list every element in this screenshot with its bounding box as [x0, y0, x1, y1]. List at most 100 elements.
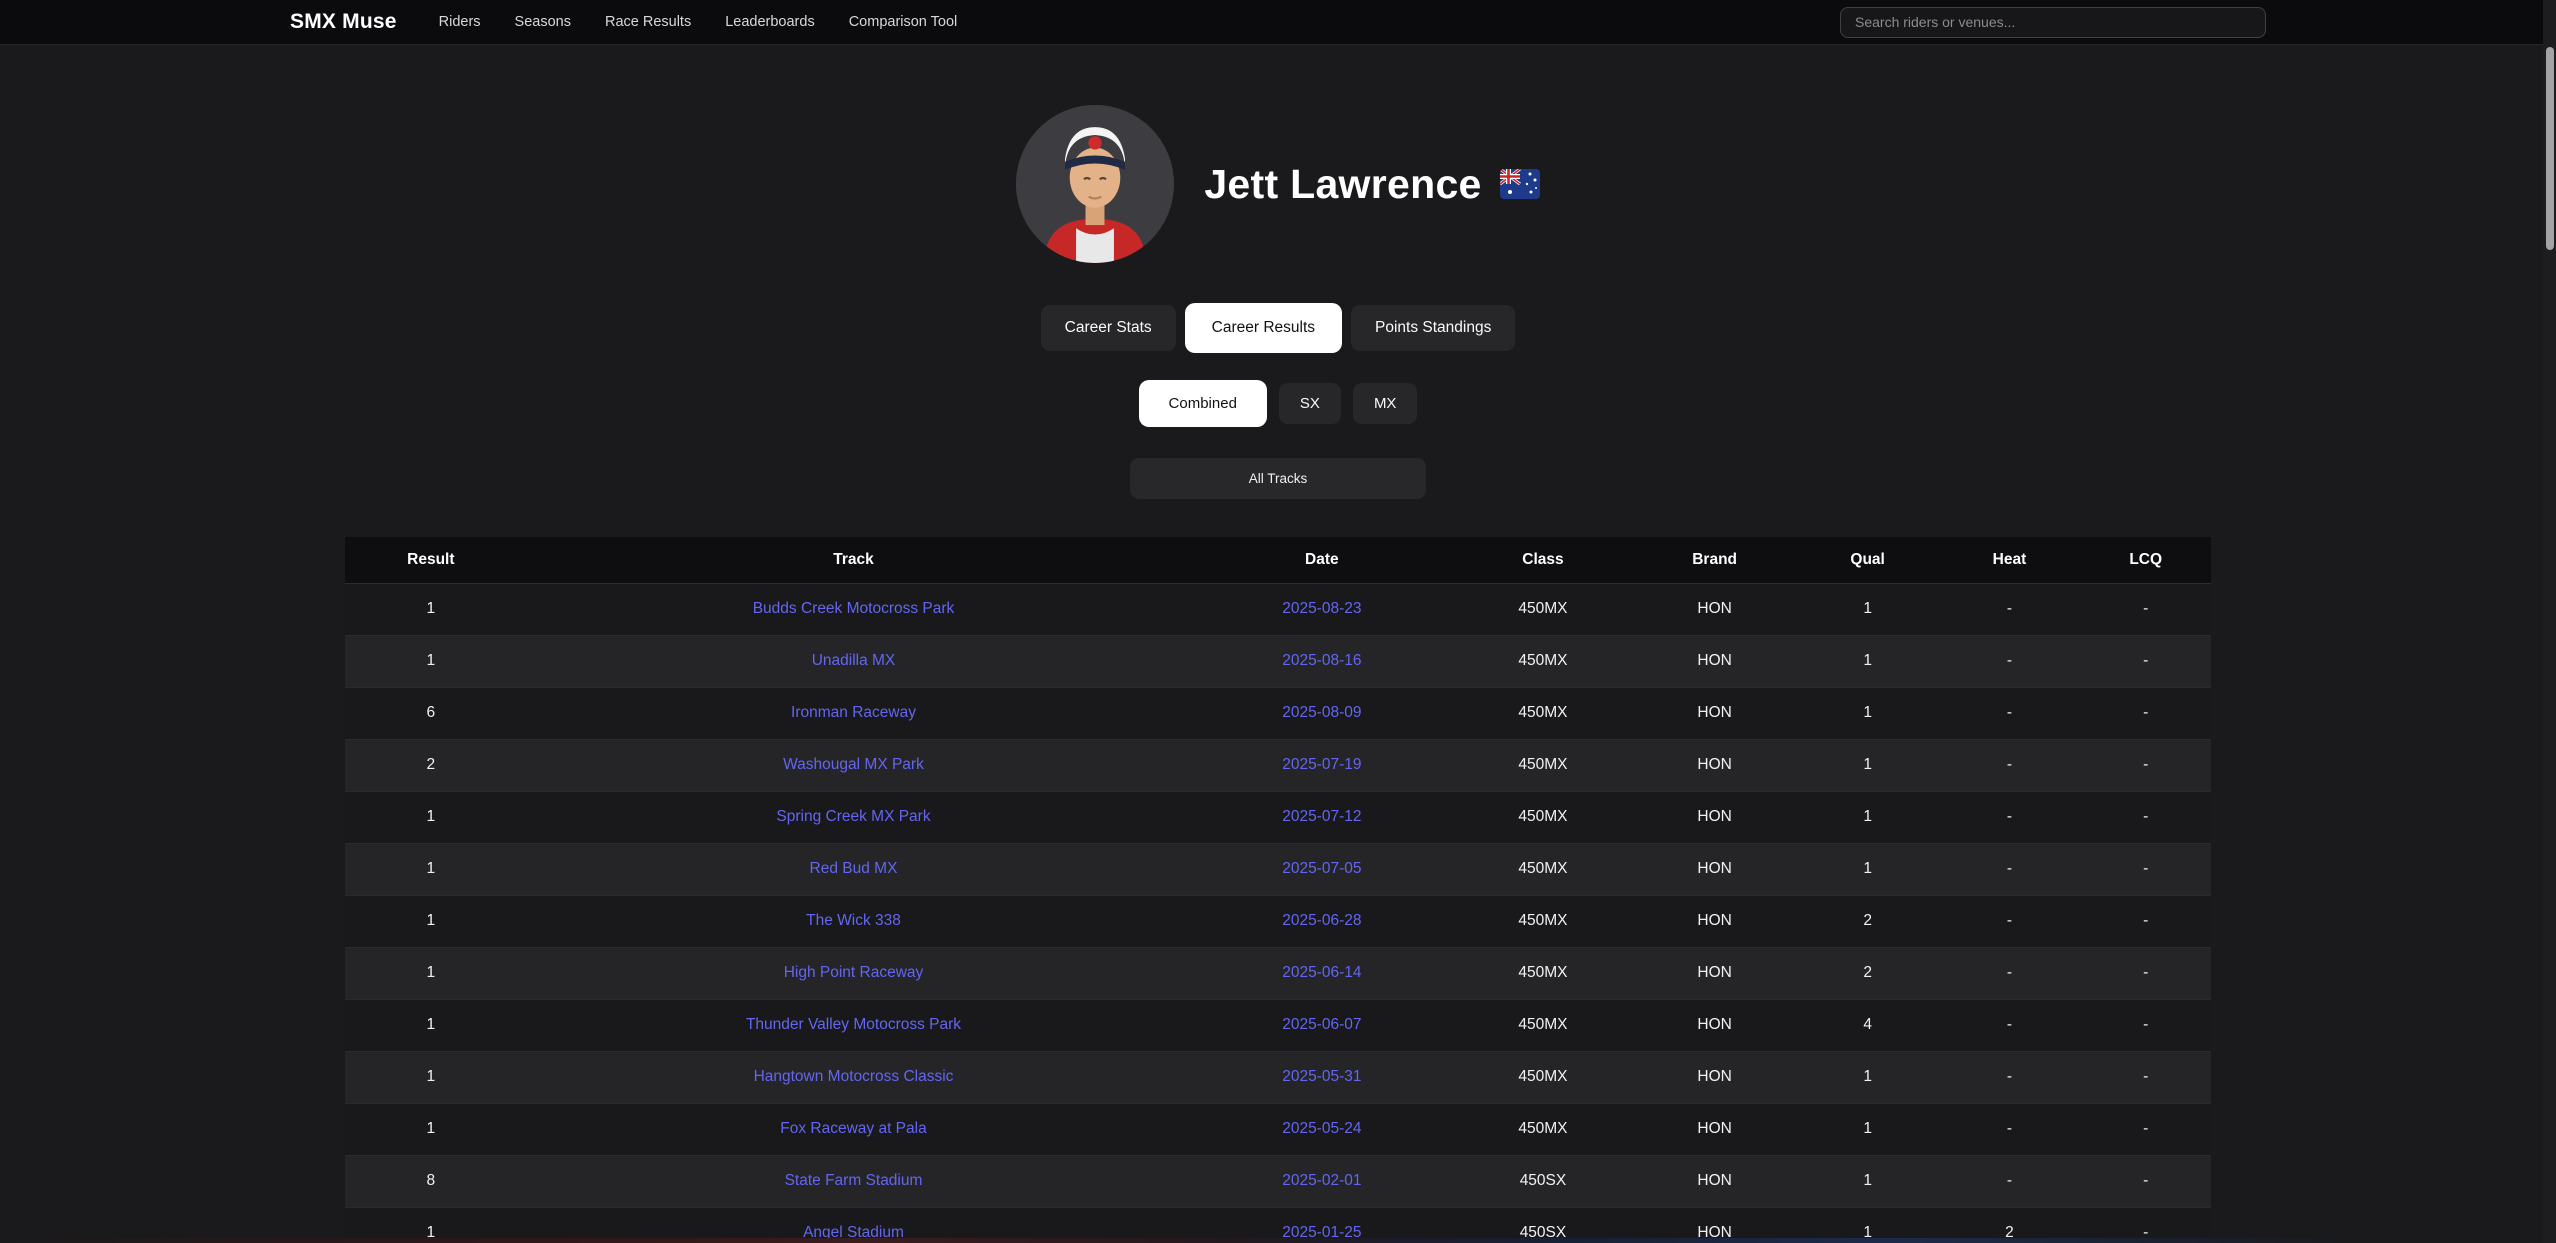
- track-cell: Hangtown Motocross Classic: [516, 1050, 1191, 1103]
- cell-result: 8: [345, 1154, 517, 1207]
- cell-lcq: -: [2080, 946, 2211, 999]
- nav-item-race-results[interactable]: Race Results: [604, 14, 692, 30]
- track-link[interactable]: High Point Raceway: [783, 964, 924, 981]
- tab-career-results[interactable]: Career Results: [1184, 303, 1343, 353]
- cell-lcq: -: [2080, 894, 2211, 947]
- date-link[interactable]: 2025-06-14: [1282, 964, 1362, 981]
- date-link[interactable]: 2025-05-31: [1282, 1068, 1362, 1085]
- cell-qual: 1: [1796, 1102, 1939, 1155]
- cell-result: 1: [345, 894, 517, 947]
- track-link[interactable]: The Wick 338: [806, 912, 901, 929]
- date-link[interactable]: 2025-07-05: [1282, 860, 1362, 877]
- table-header-row: Result Track Date Class Brand Qual Heat LCQ: [345, 537, 2211, 583]
- date-link[interactable]: 2025-07-19: [1282, 756, 1362, 773]
- nav-item-seasons[interactable]: Seasons: [514, 14, 571, 30]
- cell-brand: HON: [1632, 634, 1797, 687]
- filter-sx[interactable]: SX: [1278, 383, 1341, 424]
- rider-profile-header: Jett Lawrence: [0, 105, 2556, 263]
- search-input[interactable]: [1840, 6, 2266, 38]
- cell-result: 1: [345, 790, 517, 843]
- column-header-result: Result: [345, 537, 517, 583]
- result-row: 1 Red Bud MX 2025-07-05 450MX HON 1- -: [345, 842, 2211, 895]
- cell-class: 450MX: [1453, 1050, 1633, 1103]
- date-cell: 2025-07-19: [1190, 738, 1454, 791]
- page-scrollbar[interactable]: [2543, 0, 2556, 1243]
- result-row: 1 The Wick 338 2025-06-28 450MX HON 2- -: [345, 894, 2211, 947]
- track-link[interactable]: Ironman Raceway: [791, 704, 916, 721]
- date-link[interactable]: 2025-08-23: [1282, 600, 1362, 617]
- cell-class: 450MX: [1453, 1102, 1633, 1155]
- date-cell: 2025-05-31: [1190, 1050, 1454, 1103]
- cell-brand: HON: [1632, 738, 1797, 791]
- cell-heat: -: [1938, 686, 2081, 739]
- nav-item-comparison-tool[interactable]: Comparison Tool: [848, 14, 958, 30]
- date-cell: 2025-06-28: [1190, 894, 1454, 947]
- track-cell: Spring Creek MX Park: [516, 790, 1191, 843]
- date-cell: 2025-08-09: [1190, 686, 1454, 739]
- date-link[interactable]: 2025-06-28: [1282, 912, 1362, 929]
- cell-heat: -: [1938, 998, 2081, 1051]
- track-cell: The Wick 338: [516, 894, 1191, 947]
- filter-combined[interactable]: Combined: [1138, 380, 1267, 427]
- cell-lcq: -: [2080, 1050, 2211, 1103]
- track-link[interactable]: Hangtown Motocross Classic: [753, 1068, 954, 1085]
- track-cell: Budds Creek Motocross Park: [516, 582, 1191, 635]
- result-row: 1 High Point Raceway 2025-06-14 450MX HON 2- -: [345, 946, 2211, 999]
- date-link[interactable]: 2025-08-16: [1282, 652, 1362, 669]
- track-cell: Ironman Raceway: [516, 686, 1191, 739]
- date-link[interactable]: 2025-05-24: [1282, 1120, 1362, 1137]
- cell-lcq: -: [2080, 842, 2211, 895]
- date-link[interactable]: 2025-08-09: [1282, 704, 1362, 721]
- cell-class: 450MX: [1453, 738, 1633, 791]
- result-row: 1 Thunder Valley Motocross Park 2025-06-07…: [345, 998, 2211, 1051]
- nav-item-riders[interactable]: Riders: [438, 14, 481, 30]
- date-cell: 2025-05-24: [1190, 1102, 1454, 1155]
- date-link[interactable]: 2025-07-12: [1282, 808, 1362, 825]
- track-link[interactable]: Unadilla MX: [811, 652, 896, 669]
- cell-lcq: -: [2080, 1154, 2211, 1207]
- track-link[interactable]: Fox Raceway at Pala: [780, 1120, 927, 1137]
- track-link[interactable]: Angel Stadium: [803, 1224, 904, 1242]
- track-filter-dropdown[interactable]: All Tracks: [1130, 458, 1426, 499]
- date-cell: 2025-07-12: [1190, 790, 1454, 843]
- track-cell: State Farm Stadium: [516, 1154, 1191, 1207]
- cell-brand: HON: [1632, 1206, 1797, 1243]
- date-link[interactable]: 2025-01-25: [1282, 1224, 1362, 1242]
- track-link[interactable]: Red Bud MX: [809, 860, 898, 877]
- cell-result: 1: [345, 842, 517, 895]
- track-link[interactable]: Budds Creek Motocross Park: [752, 600, 955, 617]
- cell-class: 450MX: [1453, 790, 1633, 843]
- cell-qual: 2: [1796, 946, 1939, 999]
- cell-heat: -: [1938, 894, 2081, 947]
- scrollbar-thumb[interactable]: [2546, 47, 2554, 250]
- top-navigation-bar: SMX Muse Riders Seasons Race Results Leader…: [0, 0, 2556, 45]
- track-cell: Unadilla MX: [516, 634, 1191, 687]
- cell-class: 450MX: [1453, 842, 1633, 895]
- nav-links: Riders Seasons Race Results Leaderboards Com…: [439, 14, 958, 30]
- app-logo[interactable]: SMX Muse: [290, 10, 397, 33]
- date-link[interactable]: 2025-06-07: [1282, 1016, 1362, 1033]
- date-link[interactable]: 2025-02-01: [1282, 1172, 1362, 1189]
- cell-qual: 1: [1796, 634, 1939, 687]
- result-row: 1 Fox Raceway at Pala 2025-05-24 450MX HON 1-…: [345, 1102, 2211, 1155]
- result-row: 1 Spring Creek MX Park 2025-07-12 450MX HON 1…: [345, 790, 2211, 843]
- tab-points-standings[interactable]: Points Standings: [1351, 305, 1516, 351]
- track-link[interactable]: State Farm Stadium: [784, 1172, 923, 1189]
- date-cell: 2025-08-23: [1190, 582, 1454, 635]
- next-section-peek: [0, 1238, 2556, 1243]
- cell-class: 450MX: [1453, 634, 1633, 687]
- track-link[interactable]: Spring Creek MX Park: [776, 808, 931, 825]
- cell-result: 1: [345, 946, 517, 999]
- column-header-lcq: LCQ: [2080, 537, 2211, 583]
- result-row: 6 Ironman Raceway 2025-08-09 450MX HON 1- -: [345, 686, 2211, 739]
- cell-qual: 2: [1796, 894, 1939, 947]
- nav-item-leaderboards[interactable]: Leaderboards: [725, 14, 815, 30]
- track-link[interactable]: Thunder Valley Motocross Park: [745, 1016, 962, 1033]
- column-header-class: Class: [1453, 537, 1633, 583]
- track-link[interactable]: Washougal MX Park: [783, 756, 924, 773]
- rider-avatar: [1016, 105, 1175, 263]
- cell-brand: HON: [1632, 582, 1797, 635]
- filter-mx[interactable]: MX: [1352, 383, 1418, 424]
- result-row: 1 Angel Stadium 2025-01-25 450SX HON 1 2-: [345, 1206, 2211, 1243]
- tab-career-stats[interactable]: Career Stats: [1040, 305, 1176, 351]
